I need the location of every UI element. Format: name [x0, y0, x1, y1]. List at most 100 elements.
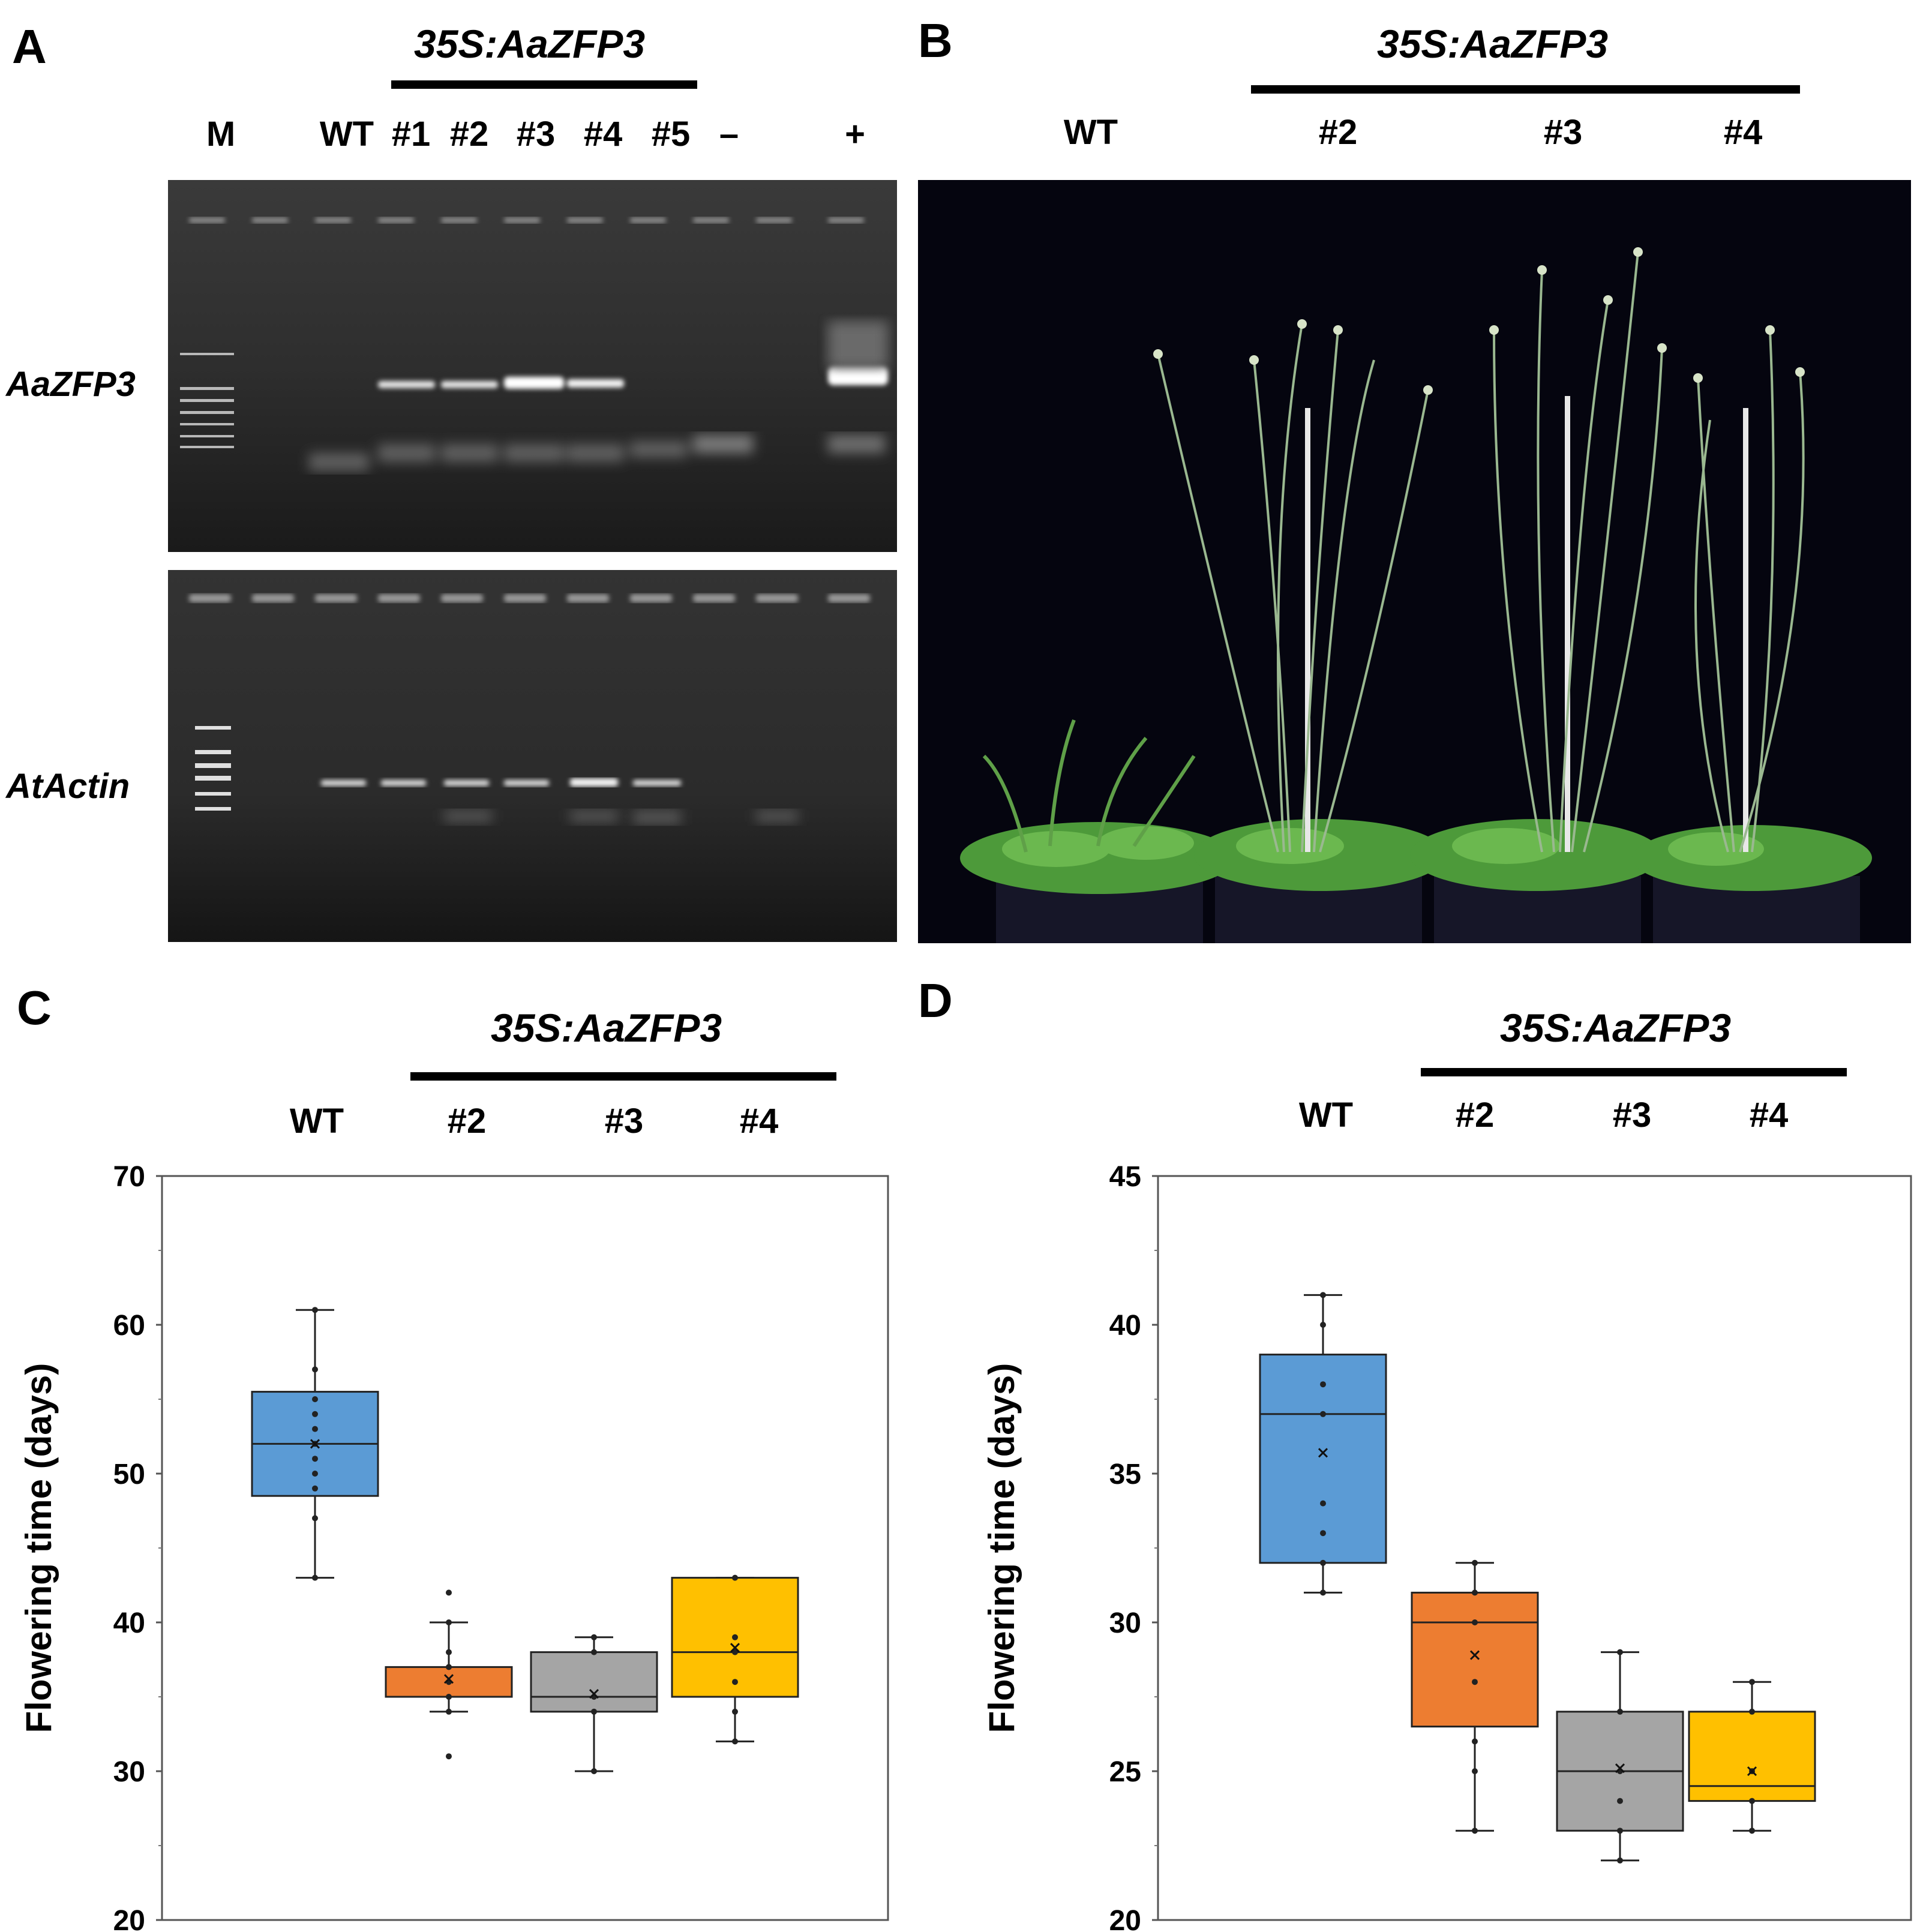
chart-c-wt-point-3: [312, 1471, 318, 1477]
panel-d-genotype-label: 35S:AaZFP3: [1500, 1006, 1732, 1050]
chart-d-wt-point-7: [1320, 1292, 1326, 1298]
chart-c-2-point-4: [446, 1664, 452, 1670]
chart-d-wt-point-4: [1320, 1411, 1326, 1417]
chart-c-3-point-4: [591, 1634, 597, 1640]
chart-c-3-point-0: [591, 1768, 597, 1774]
chart-d-2-point-5: [1472, 1589, 1478, 1596]
chart-d-4-point-0: [1749, 1828, 1755, 1834]
chart-c-4-point-3: [732, 1649, 738, 1655]
lane-label-5: #5: [651, 115, 691, 154]
chart-c-wt-point-2: [312, 1485, 318, 1492]
panel-d-genotype-bar: [1421, 1068, 1847, 1076]
chart-d-wt-point-3: [1320, 1500, 1326, 1507]
chart-d-ylabel: Flowering time (days): [982, 1363, 1022, 1733]
chart-c-wt-point-8: [312, 1396, 318, 1402]
chart-d-3-point-1: [1617, 1828, 1623, 1834]
panel-b-genotype-label: 35S:AaZFP3: [1377, 22, 1609, 66]
chart-d-wt-box: [1259, 1354, 1387, 1564]
chart-c-wt-point-6: [312, 1426, 318, 1432]
plant-label-4: #4: [1723, 113, 1763, 152]
chart-d-2-mean-marker: [1469, 1650, 1480, 1660]
chart-d-2-box: [1411, 1591, 1539, 1728]
chart-d-ytick-label-35: 35: [1109, 1459, 1141, 1490]
chart-d-wt-point-5: [1320, 1381, 1326, 1388]
chart-c-ylabel: Flowering time (days): [19, 1363, 59, 1733]
chart-d-label-wt: WT: [1298, 1096, 1354, 1135]
chart-c-3-point-3: [591, 1649, 597, 1655]
chart-d-4-box: [1688, 1711, 1816, 1802]
chart-c-wt-point-0: [312, 1574, 318, 1581]
chart-c-ytick-label-60: 60: [113, 1310, 145, 1342]
chart-c-wt-point-1: [312, 1515, 318, 1522]
chart-c-2-point-7: [446, 1589, 452, 1596]
gene-label-atactin: AtActin: [6, 767, 130, 806]
chart-c-4-point-0: [732, 1738, 738, 1745]
panel-c-genotype-bar: [410, 1072, 836, 1081]
chart-d-3-point-2: [1617, 1798, 1623, 1804]
panel-letter-c: C: [17, 981, 52, 1034]
chart-c-label-wt: WT: [289, 1102, 344, 1141]
chart-c-wt-point-4: [312, 1456, 318, 1462]
chart-d-ytick-label-20: 20: [1109, 1905, 1141, 1932]
chart-c-label-3: #3: [604, 1102, 644, 1141]
chart-d-4-mean-marker: [1747, 1766, 1757, 1777]
chart-d-label-2: #2: [1455, 1096, 1495, 1135]
chart-c-wt-point-9: [312, 1366, 318, 1373]
lane-label-1: #1: [391, 115, 431, 154]
chart-c-2-point-0: [446, 1753, 452, 1760]
chart-d-3-point-0: [1617, 1857, 1623, 1864]
box-plot-c: 20 30 40 50 60 70 Flowering time (days): [19, 1161, 889, 1932]
chart-d-4-point-3: [1749, 1708, 1755, 1715]
chart-d-4-point-1: [1749, 1798, 1755, 1804]
chart-d-label-3: #3: [1612, 1096, 1652, 1135]
panel-letter-d: D: [918, 974, 953, 1027]
chart-c-plot-frame: [161, 1175, 889, 1921]
chart-c-3-box: [530, 1651, 658, 1713]
chart-c-ytick-label-40: 40: [113, 1607, 145, 1639]
chart-d-ytick-label-40: 40: [1109, 1310, 1141, 1342]
chart-d-2-point-3: [1472, 1679, 1478, 1685]
chart-d-wt-mean-marker: [1318, 1448, 1328, 1458]
plant-label-wt: WT: [1063, 113, 1118, 152]
box-plot-d: 20 25 30 35 40 45 Flowering time (days): [982, 1161, 1912, 1932]
chart-c-wt-point-10: [312, 1307, 318, 1313]
chart-d-2-point-1: [1472, 1768, 1478, 1774]
chart-c-ytick-label-30: 30: [113, 1756, 145, 1788]
chart-c-4-point-4: [732, 1634, 738, 1640]
panel-b-genotype-bar: [1251, 85, 1800, 94]
chart-d-wt-point-2: [1320, 1530, 1326, 1537]
chart-c-label-2: #2: [447, 1102, 487, 1141]
chart-d-3-mean-marker: [1615, 1763, 1625, 1774]
chart-d-ytick-label-45: 45: [1109, 1161, 1141, 1193]
panel-letter-b: B: [918, 14, 953, 67]
lane-label-wt: WT: [319, 115, 374, 154]
chart-c-4-mean-marker: [730, 1643, 740, 1653]
panel-a-genotype-bar: [391, 80, 697, 89]
chart-d-label-4: #4: [1749, 1096, 1789, 1135]
chart-c-wt-point-7: [312, 1411, 318, 1417]
gel-image-aazfp3: [168, 180, 897, 552]
chart-c-2-point-5: [446, 1649, 452, 1655]
chart-c-2-point-6: [446, 1619, 452, 1625]
chart-c-4-point-5: [732, 1574, 738, 1581]
chart-d-2-point-2: [1472, 1738, 1478, 1745]
chart-d-ytick-label-25: 25: [1109, 1756, 1141, 1788]
chart-c-2-point-1: [446, 1708, 452, 1715]
gene-label-aazfp3: AaZFP3: [6, 365, 136, 404]
chart-c-4-point-2: [732, 1679, 738, 1685]
lane-label-m: M: [206, 115, 236, 154]
chart-c-2-mean-marker: [443, 1674, 454, 1684]
gel-image-atactin: [168, 570, 897, 942]
panel-letter-a: A: [12, 20, 47, 73]
lane-label-negative: –: [719, 115, 739, 154]
chart-c-4-point-1: [732, 1708, 738, 1715]
chart-c-label-4: #4: [739, 1102, 779, 1141]
chart-c-3-point-1: [591, 1708, 597, 1715]
chart-d-wt-point-1: [1320, 1559, 1326, 1566]
chart-c-ytick-label-50: 50: [113, 1459, 145, 1490]
chart-c-3-mean-marker: [589, 1688, 599, 1699]
chart-d-3-point-4: [1617, 1708, 1623, 1715]
chart-d-ytick-label-30: 30: [1109, 1607, 1141, 1639]
panel-a-genotype-label: 35S:AaZFP3: [414, 22, 646, 66]
lane-label-positive: +: [845, 115, 865, 154]
